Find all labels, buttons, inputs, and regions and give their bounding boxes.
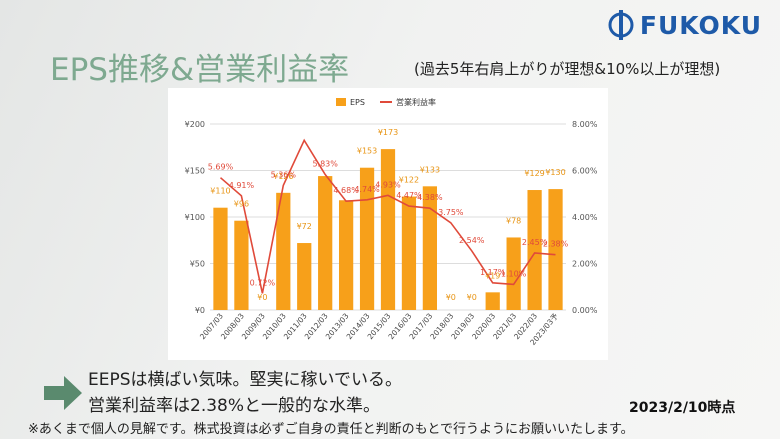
eps-bar	[276, 192, 291, 310]
legend-label-margin: 営業利益率	[396, 97, 436, 107]
eps-bar	[318, 176, 333, 310]
margin-line	[219, 138, 556, 294]
eps-bar	[506, 237, 521, 310]
eps-data-label: ¥126	[273, 172, 293, 181]
eps-data-label: ¥0	[467, 293, 477, 302]
eps-bar	[234, 220, 249, 310]
eps-data-label: ¥72	[297, 222, 312, 231]
margin-data-label: 4.74%	[354, 185, 380, 194]
y-left-tick-label: ¥150	[185, 167, 205, 176]
margin-data-label: 1.10%	[501, 269, 527, 278]
eps-data-label: ¥133	[420, 165, 440, 174]
eps-data-label: ¥129	[524, 169, 544, 178]
comment-eps: EEPSは横ばい気味。堅実に稼いでいる。	[88, 370, 403, 390]
eps-bar	[548, 189, 563, 310]
disclaimer: ※あくまで個人の見解です。株式投資は必ずご自身の責任と判断のもとで行うようにお願…	[28, 422, 634, 437]
margin-data-label: 1.17%	[480, 268, 506, 277]
margin-data-label: 5.83%	[312, 159, 338, 168]
page-subtitle: (過去5年右肩上がりが理想&10%以上が理想)	[414, 60, 721, 78]
eps-data-label: ¥0	[446, 293, 456, 302]
legend-label-eps: EPS	[350, 98, 365, 107]
y-right-tick-label: 2.00%	[572, 260, 598, 269]
eps-bar	[338, 200, 354, 310]
company-logo: FUKOKU	[608, 8, 762, 42]
chart-panel: ¥0 0.00% ¥50 2.00% ¥100 4.00% ¥150 6.00% ¥200 8.0…	[168, 88, 608, 360]
comment-margin: 営業利益率は2.38%と一般的な水準。	[88, 396, 381, 416]
eps-bar	[527, 190, 542, 310]
eps-data-label: ¥130	[545, 168, 565, 177]
y-right-tick-label: 4.00%	[572, 213, 598, 222]
eps-data-label: ¥96	[234, 200, 249, 209]
margin-data-label: 4.68%	[333, 186, 359, 195]
eps-bar	[297, 243, 312, 310]
eps-bar	[380, 149, 396, 310]
logo-text: FUKOKU	[639, 10, 762, 40]
eps-bar	[485, 292, 500, 310]
y-right-tick-label: 6.00%	[572, 167, 598, 176]
y-left-tick-label: ¥100	[185, 213, 205, 222]
margin-data-label: 4.91%	[229, 181, 255, 190]
eps-data-label: ¥19	[485, 271, 500, 280]
y-left-tick-label: ¥200	[185, 120, 205, 129]
margin-data-label: 2.54%	[459, 236, 485, 245]
eps-data-label: ¥153	[357, 147, 377, 156]
margin-data-label: 0.72%	[250, 278, 276, 287]
margin-data-label: 2.38%	[543, 240, 569, 249]
legend-swatch-eps	[336, 98, 346, 106]
margin-data-label: 2.45%	[522, 238, 548, 247]
y-left-tick-label: ¥50	[190, 260, 205, 269]
margin-data-label: 4.38%	[417, 193, 443, 202]
eps-data-label: ¥78	[506, 216, 521, 225]
margin-data-label: 3.75%	[438, 208, 464, 217]
y-right-tick-label: 8.00%	[572, 120, 598, 129]
margin-data-label: 5.69%	[208, 163, 234, 172]
eps-bar	[422, 186, 438, 310]
eps-bar	[213, 207, 228, 310]
margin-data-label: 4.47%	[396, 191, 422, 200]
margin-data-label: 4.93%	[375, 180, 401, 189]
y-right-tick-label: 0.00%	[572, 306, 598, 315]
page-title: EPS推移&営業利益率	[50, 52, 350, 88]
eps-bar	[359, 167, 375, 310]
eps-bar	[401, 196, 417, 310]
eps-data-label: ¥110	[210, 187, 230, 196]
eps-data-label: ¥0	[257, 293, 267, 302]
arrow-right-icon	[44, 376, 82, 410]
margin-data-label: 5.36%	[271, 170, 297, 179]
eps-data-label: ¥122	[399, 176, 419, 185]
fukoku-emblem-icon	[608, 10, 634, 40]
y-left-tick-label: ¥0	[195, 306, 205, 315]
eps-margin-chart: ¥0 0.00% ¥50 2.00% ¥100 4.00% ¥150 6.00% ¥200 8.0…	[185, 97, 598, 347]
as-of-date: 2023/2/10時点	[629, 400, 736, 416]
eps-data-label: ¥173	[378, 128, 398, 137]
